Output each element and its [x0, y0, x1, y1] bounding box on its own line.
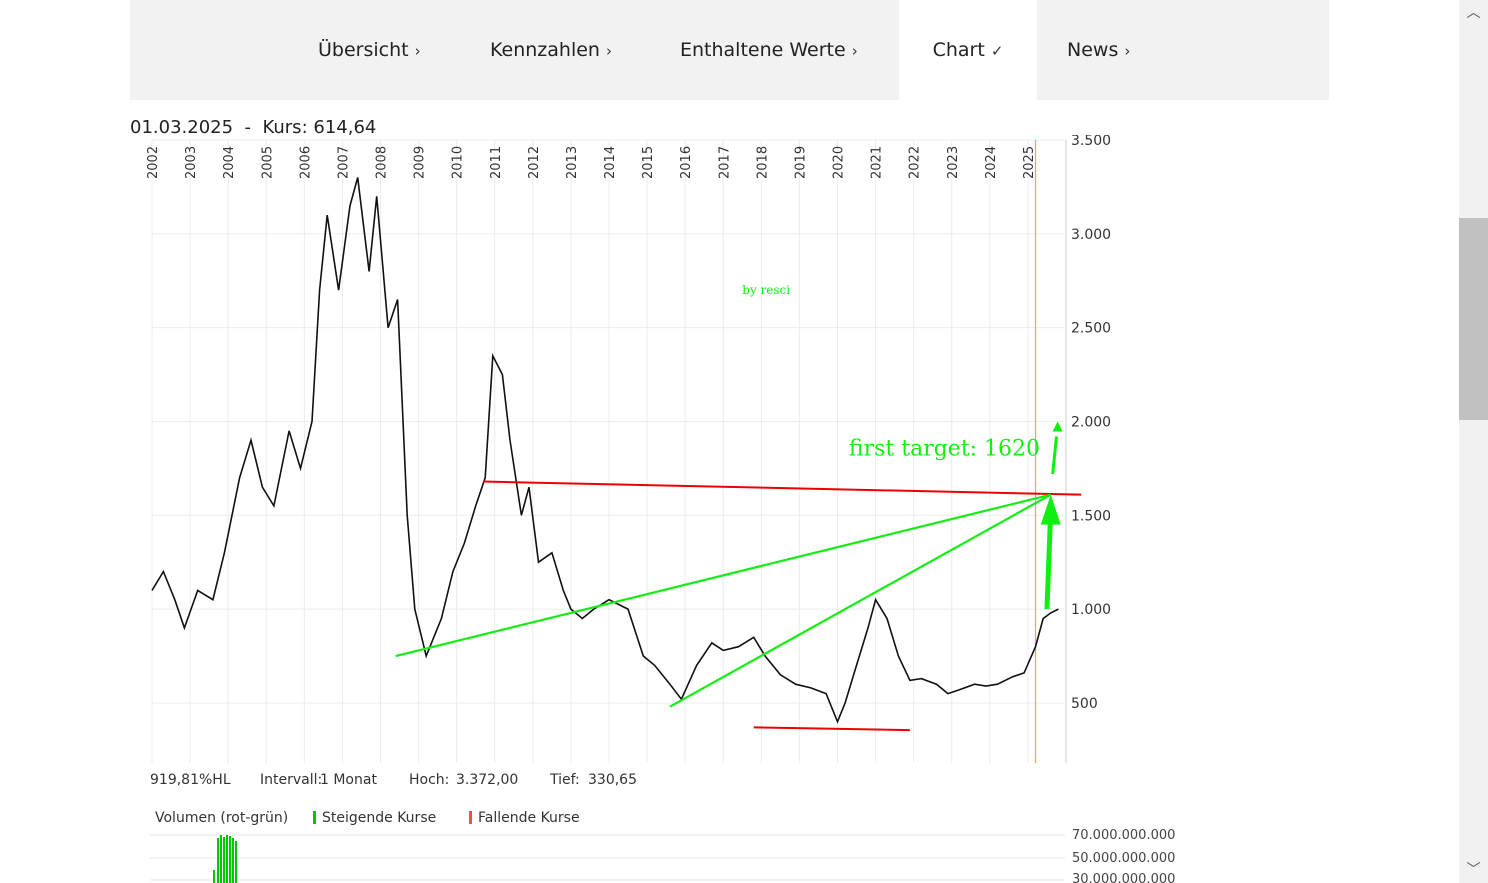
x-tick-label-year: 2018: [755, 146, 770, 179]
x-tick-label-year: 2025: [1022, 146, 1037, 179]
x-tick-label-year: 2024: [984, 146, 999, 179]
x-tick-label-year: 2004: [222, 146, 237, 179]
tab-enthaltene-werte[interactable]: Enthaltene Werte ›: [680, 0, 858, 100]
scrollbar-track[interactable]: [1459, 0, 1488, 883]
watermark-text: by resci: [742, 283, 790, 297]
y-tick-label: 1.000: [1071, 602, 1111, 618]
x-tick-label-year: 2012: [527, 146, 542, 179]
x-tick-label-year: 2022: [908, 146, 923, 179]
rising-legend-swatch: [313, 811, 316, 824]
x-tick-label-year: 2019: [793, 146, 808, 179]
info-separator: -: [244, 117, 252, 138]
volume-legend: Volumen (rot-grün) Steigende Kurse Falle…: [155, 810, 580, 826]
y-tick-label: 2.500: [1071, 321, 1111, 337]
x-tick-label-year: 2009: [413, 146, 428, 179]
x-tick-label-year: 2020: [832, 146, 847, 179]
x-tick-label-year: 2010: [451, 146, 466, 179]
price-chart: 2002 2003 2004 2005 2006 2007 2008 2009 2010 2011…: [146, 135, 1175, 883]
volume-bar: [213, 870, 215, 883]
info-kurs-label: Kurs:: [262, 117, 308, 138]
info-kurs-value: 614,64: [313, 117, 377, 138]
y-tick-label: 3.500: [1071, 135, 1111, 149]
target-label: first target: 1620: [849, 436, 1040, 461]
tab-label: News: [1067, 39, 1119, 61]
checkmark-icon: ✓: [990, 42, 1004, 60]
tab-label: Chart: [932, 39, 985, 61]
x-tick-label-year: 2013: [565, 146, 580, 179]
volume-bar: [223, 837, 225, 883]
stats-interval-label: Intervall:: [260, 772, 322, 788]
stats-hl: 919,81%HL: [150, 772, 231, 788]
chevron-right-icon: ›: [605, 42, 612, 60]
support-line: [753, 726, 910, 732]
chevron-right-icon: ›: [414, 42, 421, 60]
x-tick-label-year: 2021: [870, 146, 885, 179]
y-tick-label: 2.000: [1071, 414, 1111, 430]
tab-news[interactable]: News ›: [1067, 0, 1130, 100]
volume-rising-label: Steigende Kurse: [322, 810, 436, 826]
volume-panel: 70.000.000.000 50.000.000.000 30.000.000…: [150, 828, 1175, 883]
stats-hoch-label: Hoch:: [409, 772, 449, 788]
y-tick-label: 3.000: [1071, 227, 1111, 243]
volume-bar: [232, 838, 234, 883]
scroll-down-icon[interactable]: ﹀: [1466, 862, 1481, 878]
volume-bar: [235, 841, 237, 883]
tab-kennzahlen[interactable]: Kennzahlen ›: [490, 0, 612, 100]
chevron-right-icon: ›: [1124, 42, 1131, 60]
chevron-right-icon: ›: [851, 42, 858, 60]
info-date: 01.03.2025: [130, 117, 234, 138]
y-tick-label: 1.500: [1071, 508, 1111, 524]
stats-hoch-value: 3.372,00: [456, 772, 518, 788]
second-arrow-shaft: [1051, 436, 1058, 475]
second-arrow-head-icon: [1052, 421, 1063, 432]
x-tick-label-year: 2005: [260, 146, 275, 179]
volume-bar: [220, 835, 222, 883]
x-tick-label-year: 2016: [679, 146, 694, 179]
target-arrow-shaft: [1044, 509, 1054, 610]
trend-annotations: [395, 421, 1082, 732]
falling-legend-swatch: [469, 811, 472, 824]
volume-falling-label: Fallende Kurse: [478, 810, 580, 826]
volume-bar: [229, 836, 231, 883]
x-tick-label-year: 2003: [184, 146, 199, 179]
volume-axis-label: 30.000.000.000: [1072, 872, 1175, 883]
x-tick-label-year: 2006: [298, 146, 313, 179]
volume-axis-label: 70.000.000.000: [1072, 828, 1175, 843]
stats-interval-value: 1 Monat: [320, 772, 377, 788]
volume-bar: [226, 835, 228, 883]
y-axis-tick-labels: 500 1.000 1.500 2.000 2.500 3.000 3.500: [1071, 135, 1111, 712]
x-tick-label-year: 2007: [336, 146, 351, 179]
x-tick-label-year: 2023: [946, 146, 961, 179]
x-tick-label-year: 2017: [717, 146, 732, 179]
resistance-line: [483, 480, 1082, 496]
y-tick-label: 500: [1071, 696, 1098, 712]
x-tick-label-year: 2008: [375, 146, 390, 179]
price-series-line: [151, 177, 1059, 724]
price-info: 01.03.2025 - Kurs: 614,64: [130, 117, 376, 138]
x-tick-label-year: 2015: [641, 146, 656, 179]
tab-navigation: Übersicht › Kennzahlen › Enthaltene Werte ›…: [130, 0, 1329, 100]
tab-label: Kennzahlen: [490, 39, 600, 61]
target-arrow-head-icon: [1040, 494, 1061, 525]
tab-label: Enthaltene Werte: [680, 39, 846, 61]
trendline-upper: [395, 493, 1052, 658]
x-tick-label-year: 2011: [489, 146, 504, 179]
volume-axis-label: 50.000.000.000: [1072, 851, 1175, 866]
x-axis-year-labels: 2002 2003 2004 2005 2006 2007 2008 2009 2010 2011…: [146, 146, 1037, 179]
volume-title: Volumen (rot-grün): [155, 810, 288, 826]
trendline-lower: [669, 493, 1052, 708]
tab-label: Übersicht: [318, 39, 409, 61]
volume-bar: [217, 838, 219, 883]
tab-chart[interactable]: Chart ✓: [899, 0, 1037, 100]
stats-tief-value: 330,65: [588, 772, 637, 788]
scrollbar-thumb[interactable]: [1459, 218, 1488, 420]
x-tick-label-year: 2002: [146, 146, 161, 179]
scroll-up-icon[interactable]: ︿: [1466, 5, 1481, 21]
stats-tief-label: Tief:: [549, 772, 580, 788]
tab-uebersicht[interactable]: Übersicht ›: [318, 0, 421, 100]
x-tick-label-year: 2014: [603, 146, 618, 179]
chart-stats: 919,81%HL Intervall: 1 Monat Hoch: 3.372…: [150, 772, 637, 788]
